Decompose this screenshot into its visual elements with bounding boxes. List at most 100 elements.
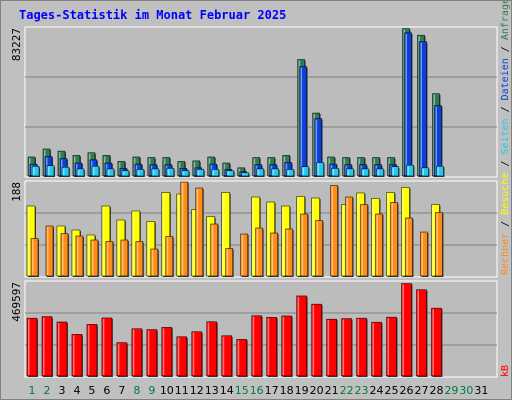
bar-rechner-day-13 (210, 223, 219, 277)
bar-seiten-day-10 (166, 168, 175, 177)
x-tick-label: 12 (190, 384, 204, 397)
x-tick-label: 8 (133, 384, 140, 397)
bar-rechner-day-19 (300, 213, 309, 277)
bar-seiten-day-14 (226, 170, 235, 177)
bar-rechner-day-1 (30, 238, 39, 277)
x-tick-label: 7 (118, 384, 125, 397)
bar-rechner-day-23 (360, 204, 369, 277)
x-tick-label: 14 (220, 384, 234, 397)
bar-seiten-day-19 (301, 166, 310, 177)
bar-seiten-day-16 (256, 168, 265, 177)
y-max-label-bottom: 469597 (10, 282, 23, 322)
bar-kb-day-26 (401, 283, 413, 377)
x-axis-day-labels: 1 2 3 4 5 6 7 8 9 10 11 12 13 14 15 16 17 18 19 20 21 22 23 24 2… (29, 384, 489, 397)
bar-seiten-day-6 (106, 168, 115, 177)
bar-rechner-day-10 (165, 236, 174, 277)
bar-kb-day-28 (431, 307, 443, 377)
bar-seiten-day-7 (121, 170, 130, 177)
x-tick-label: 15 (235, 384, 249, 397)
bar-kb-day-4 (71, 334, 83, 377)
bar-rechner-day-24 (375, 213, 384, 277)
bar-kb-day-24 (371, 321, 383, 377)
x-tick-label: 29 (444, 384, 458, 397)
x-tick-label: 10 (160, 384, 174, 397)
bar-seiten-day-24 (376, 168, 385, 177)
bar-seiten-day-12 (196, 169, 205, 177)
bar-kb-day-15 (236, 339, 248, 377)
x-tick-label: 30 (459, 384, 473, 397)
bar-rechner-day-14 (225, 248, 234, 277)
bar-rechner-day-22 (345, 196, 354, 277)
bar-seiten-day-21 (331, 168, 340, 177)
x-tick-label: 6 (103, 384, 110, 397)
bar-kb-day-20 (311, 303, 323, 377)
bar-kb-day-23 (356, 317, 368, 377)
bar-kb-day-9 (146, 329, 158, 377)
y-max-label-mid: 188 (10, 182, 23, 202)
bar-kb-day-10 (161, 327, 173, 377)
x-tick-label: 26 (400, 384, 414, 397)
bar-seiten-day-3 (61, 167, 70, 177)
bar-rechner-day-21 (330, 185, 339, 277)
bar-kb-day-8 (131, 328, 143, 377)
bar-rechner-day-4 (75, 235, 84, 277)
bar-seiten-day-4 (76, 168, 85, 177)
x-tick-label: 4 (73, 384, 80, 397)
chart-title: Tages-Statistik im Monat Februar 2025 (19, 8, 287, 22)
bar-rechner-day-5 (90, 239, 99, 277)
x-tick-label: 28 (429, 384, 443, 397)
x-tick-label: 16 (250, 384, 264, 397)
bar-seiten-day-25 (391, 166, 400, 177)
x-tick-label: 11 (175, 384, 189, 397)
bar-dateien-day-19 (299, 66, 308, 177)
bar-rechner-day-3 (60, 233, 69, 277)
bar-kb-day-11 (176, 336, 188, 377)
bar-rechner-day-27 (420, 231, 429, 277)
bar-kb-day-21 (326, 318, 338, 377)
bar-seiten-day-11 (181, 170, 190, 177)
bar-seiten-day-15 (241, 172, 250, 177)
bar-seiten-day-1 (31, 165, 40, 177)
bar-seiten-day-20 (316, 162, 325, 177)
bar-rechner-day-11 (180, 181, 189, 277)
y-axis-max-labels: 83227 188 469597 (10, 28, 23, 322)
x-tick-label: 27 (414, 384, 428, 397)
bar-rechner-day-20 (315, 220, 324, 277)
bar-kb-day-3 (56, 321, 68, 377)
bar-seiten-day-18 (286, 169, 295, 177)
x-tick-label: 18 (280, 384, 294, 397)
bar-rechner-day-9 (150, 248, 159, 277)
x-tick-label: 3 (58, 384, 65, 397)
x-tick-label: 13 (205, 384, 219, 397)
bar-dateien-day-27 (419, 41, 428, 177)
bar-kb-day-12 (191, 331, 203, 377)
bar-seiten-day-27 (421, 167, 430, 177)
bar-rechner-day-26 (405, 217, 414, 277)
x-tick-label: 22 (340, 384, 354, 397)
bar-kb-day-14 (221, 335, 233, 377)
bar-rechner-day-2 (45, 225, 54, 277)
x-tick-label: 25 (385, 384, 399, 397)
x-tick-label: 19 (295, 384, 309, 397)
x-tick-label: 23 (355, 384, 369, 397)
bar-kb-day-16 (251, 315, 263, 377)
y-max-label-top: 83227 (10, 28, 23, 61)
bar-kb-day-22 (341, 318, 353, 377)
bar-kb-day-7 (116, 342, 128, 377)
bar-seiten-day-5 (91, 165, 100, 177)
bar-rechner-day-25 (390, 202, 399, 277)
bar-seiten-day-8 (136, 169, 145, 177)
bar-kb-day-25 (386, 316, 398, 377)
bar-seiten-day-9 (151, 168, 160, 177)
bar-kb-day-18 (281, 315, 293, 377)
bar-kb-day-13 (206, 321, 218, 377)
bar-seiten-day-23 (361, 168, 370, 177)
x-tick-label: 9 (148, 384, 155, 397)
bar-seiten-day-22 (346, 168, 355, 177)
x-tick-label: 17 (265, 384, 279, 397)
bar-seiten-day-28 (436, 165, 445, 177)
legend-right: Rechner / Besuche / Seiten / Dateien / A… (500, 1, 511, 377)
bar-rechner-day-7 (120, 239, 129, 277)
